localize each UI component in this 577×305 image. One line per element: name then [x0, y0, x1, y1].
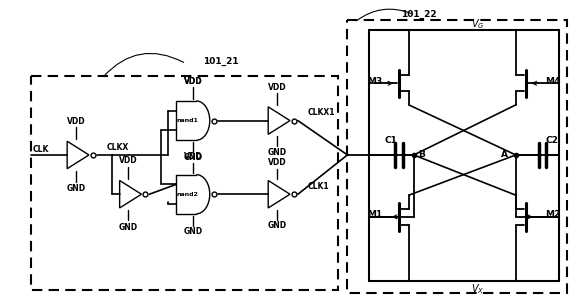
- Text: 101_22: 101_22: [401, 10, 437, 19]
- Text: M3: M3: [367, 77, 382, 86]
- Text: B: B: [418, 150, 425, 160]
- Text: GND: GND: [267, 221, 286, 230]
- Text: A: A: [501, 150, 508, 160]
- Text: GND: GND: [183, 227, 203, 236]
- Text: VDD: VDD: [66, 117, 85, 126]
- Text: 101_21: 101_21: [203, 57, 238, 66]
- Text: VDD: VDD: [268, 158, 286, 167]
- Text: VDD: VDD: [183, 77, 203, 86]
- Text: C2: C2: [546, 136, 559, 145]
- Text: GND: GND: [119, 223, 138, 232]
- Bar: [31, 77, 338, 290]
- Text: nand1: nand1: [177, 118, 199, 123]
- Text: VDD: VDD: [268, 83, 286, 92]
- Text: CLKX: CLKX: [107, 143, 129, 152]
- Text: M4: M4: [545, 77, 561, 86]
- Text: GND: GND: [267, 148, 286, 156]
- Text: GND: GND: [66, 184, 85, 193]
- Bar: [347, 20, 567, 293]
- Text: $V_G$: $V_G$: [471, 17, 485, 31]
- Text: GND: GND: [183, 153, 203, 162]
- Text: VDD: VDD: [183, 77, 203, 86]
- Text: CLKX1: CLKX1: [308, 108, 335, 117]
- Text: M1: M1: [367, 210, 382, 219]
- Text: VDD: VDD: [183, 152, 203, 161]
- Text: C1: C1: [384, 136, 398, 145]
- Text: CLK1: CLK1: [308, 182, 329, 191]
- Text: M2: M2: [545, 210, 561, 219]
- Text: VDD: VDD: [119, 156, 138, 165]
- Text: nand2: nand2: [177, 192, 199, 197]
- Text: CLK: CLK: [32, 145, 49, 153]
- Text: $V_X$: $V_X$: [471, 282, 485, 296]
